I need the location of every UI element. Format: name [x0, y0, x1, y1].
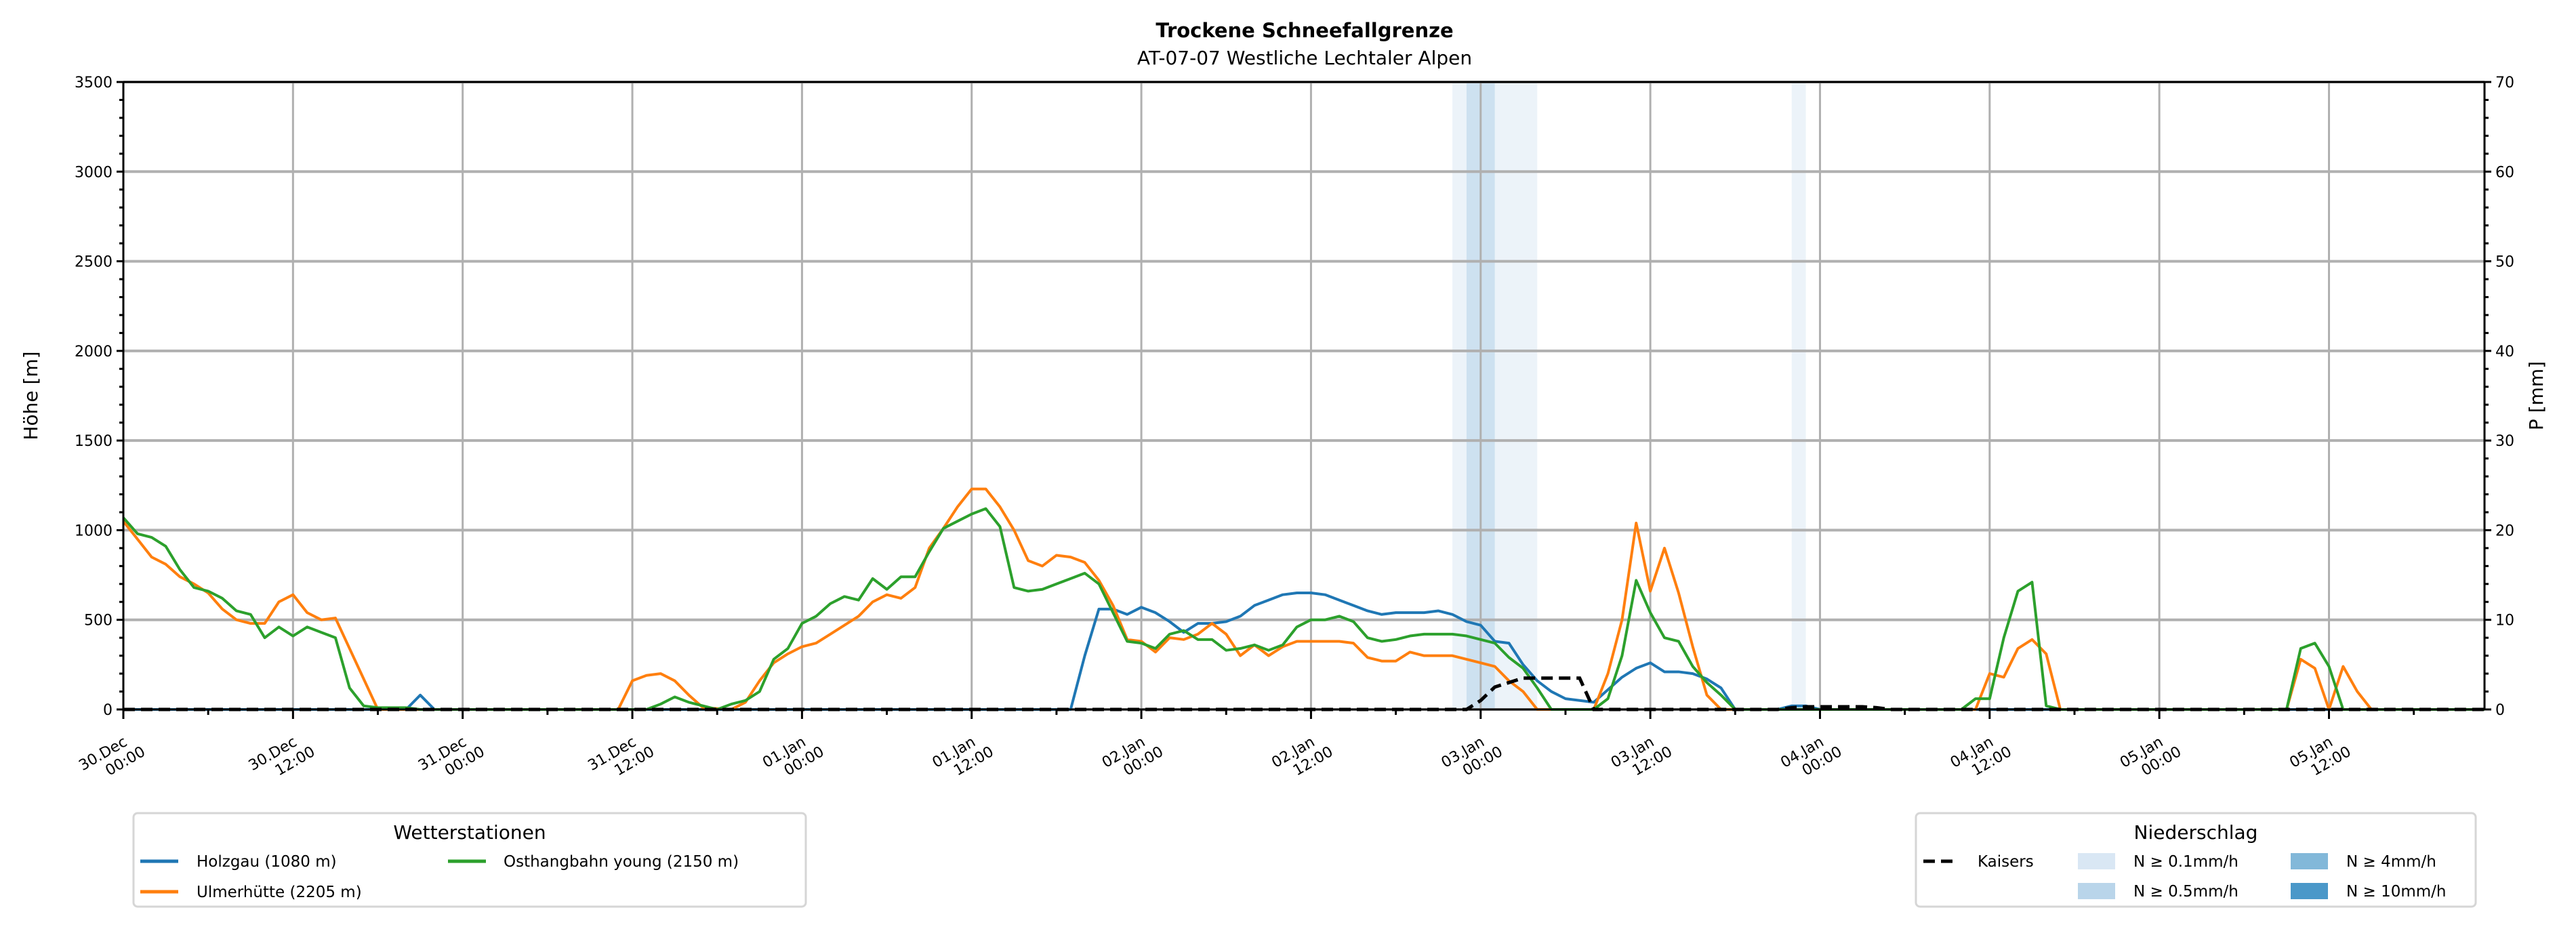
- chart-title: Trockene Schneefallgrenze: [1156, 19, 1453, 42]
- y-right-tick-label: 20: [2495, 522, 2514, 539]
- legend-precip-title: Niederschlag: [2134, 821, 2258, 844]
- y-right-tick-label: 70: [2495, 75, 2514, 91]
- series-line-0: [123, 592, 2485, 711]
- x-tick-label: 03.Jan00:00: [1439, 728, 1506, 787]
- x-tick-label: 30.Dec12:00: [246, 728, 319, 790]
- legend-label-n4: N ≥ 4mm/h: [2346, 853, 2436, 871]
- x-tick-label: 02.Jan00:00: [1099, 728, 1166, 787]
- x-tick-label: 05.Jan00:00: [2117, 728, 2184, 787]
- legend-label-n10: N ≥ 10mm/h: [2346, 883, 2447, 901]
- x-tick-label: 01.Jan12:00: [930, 728, 997, 787]
- y-tick-label: 500: [84, 613, 113, 629]
- axes: 0 500 1000 1500 2000 2500 3000 3500 0 10 20 30 40 50 6…: [75, 75, 2514, 790]
- y-right-tick-label: 60: [2495, 164, 2514, 181]
- x-tick-label: 05.Jan12:00: [2287, 728, 2354, 787]
- plot-frame: [122, 81, 2486, 711]
- x-tick-label: 31.Dec12:00: [585, 728, 657, 790]
- legend-label-kaisers: Kaisers: [1978, 853, 2034, 871]
- x-tick-label: 30.Dec00:00: [76, 728, 148, 790]
- x-tick-label: 31.Dec00:00: [415, 728, 488, 790]
- series-line-2: [122, 507, 2485, 711]
- legend-label-holzgau: Holzgau (1080 m): [197, 853, 337, 871]
- legend-label-osthangbahn: Osthangbahn young (2150 m): [504, 853, 739, 871]
- legend-swatch-n01: [2078, 853, 2115, 869]
- y-tick-label: 2000: [75, 344, 113, 360]
- legend-stations: Wetterstationen Holzgau (1080 m) Ulmerhü…: [132, 812, 807, 908]
- precip-band: [1791, 82, 1806, 709]
- legend-swatch-n10: [2291, 883, 2328, 899]
- legend-swatch-n4: [2291, 853, 2328, 869]
- y-tick-label: 3000: [75, 164, 113, 181]
- y-right-tick-label: 30: [2495, 433, 2514, 450]
- y-axis-label: Höhe [m]: [20, 351, 42, 440]
- y-right-tick-label: 40: [2495, 344, 2514, 360]
- legend-stations-title: Wetterstationen: [393, 821, 546, 844]
- y-tick-label: 3500: [75, 75, 113, 91]
- series-line-1: [122, 487, 2485, 711]
- legend-label-n01: N ≥ 0.1mm/h: [2133, 853, 2238, 871]
- chart-subtitle: AT-07-07 Westliche Lechtaler Alpen: [1137, 47, 1472, 69]
- legend-label-n05: N ≥ 0.5mm/h: [2133, 883, 2238, 901]
- y-right-tick-label: 50: [2495, 254, 2514, 271]
- legend-precip: Niederschlag Kaisers N ≥ 0.1mm/h N ≥ 0.5…: [1915, 812, 2477, 908]
- y-tick-label: 1500: [75, 433, 113, 450]
- y-tick-label: 2500: [75, 254, 113, 271]
- grid: [122, 81, 2485, 711]
- y-axis-right-label: P [mm]: [2525, 361, 2548, 430]
- series-lines: [122, 487, 2485, 711]
- x-tick-label: 04.Jan12:00: [1948, 728, 2015, 787]
- y-right-tick-label: 0: [2495, 702, 2505, 719]
- y-tick-label: 0: [103, 702, 113, 719]
- legend-swatch-n05: [2078, 883, 2115, 899]
- y-right-tick-label: 10: [2495, 613, 2514, 629]
- precip-line-kaisers: [123, 676, 2485, 711]
- y-tick-label: 1000: [75, 522, 113, 539]
- x-tick-label: 01.Jan00:00: [760, 728, 827, 787]
- x-tick-label: 03.Jan12:00: [1608, 728, 1675, 787]
- legend-label-ulmerhuette: Ulmerhütte (2205 m): [197, 884, 362, 901]
- x-tick-label: 02.Jan12:00: [1269, 728, 1336, 787]
- x-tick-label: 04.Jan00:00: [1778, 728, 1845, 787]
